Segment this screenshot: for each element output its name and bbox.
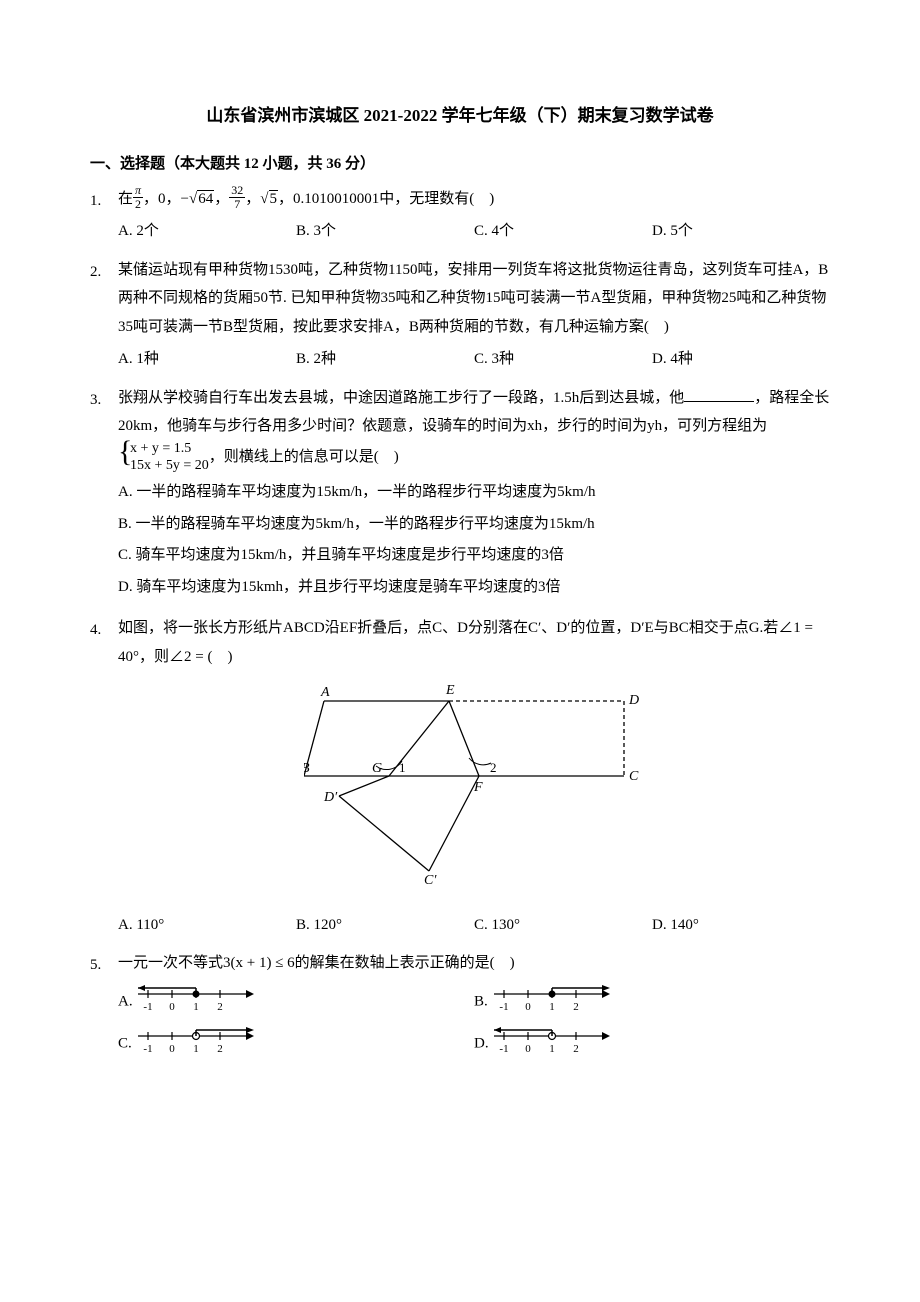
q5-options-row1: A. -1 0 1 2 B. -1 0 1 2 xyxy=(118,982,830,1023)
q4-label-a2: 2 xyxy=(490,760,497,775)
q1-stem: 在π2，0，−64，327，5，0.1010010001中，无理数有( ) xyxy=(118,185,830,214)
q4-label-D: D xyxy=(628,693,639,708)
q1-optB: B. 3个 xyxy=(296,217,474,246)
q5-nl-B: -1 0 1 2 xyxy=(492,982,612,1023)
q3-stem: 张翔从学校骑自行车出发去县城，中途因道路施工步行了一段路，1.5h后到达县城，他… xyxy=(118,384,830,475)
q1-optD: D. 5个 xyxy=(652,217,830,246)
question-5: 5. 一元一次不等式3(x + 1) ≤ 6的解集在数轴上表示正确的是( ) A… xyxy=(90,949,830,1065)
q5-optA: A. -1 0 1 2 xyxy=(118,982,474,1023)
q4-options: A. 110° B. 120° C. 130° D. 140° xyxy=(118,911,830,940)
q1-frac-pi2: π2 xyxy=(133,184,143,211)
svg-text:1: 1 xyxy=(193,1043,199,1054)
q1-frac-327: 327 xyxy=(229,184,245,211)
svg-text:1: 1 xyxy=(549,1001,555,1012)
svg-text:-1: -1 xyxy=(499,1001,508,1012)
q4-label-C: C xyxy=(629,769,639,784)
q4-optD: D. 140° xyxy=(652,911,830,940)
q3-sys-l1: x + y = 1.5 xyxy=(130,441,209,458)
svg-text:-1: -1 xyxy=(143,1043,152,1054)
q4-label-E: E xyxy=(445,683,455,698)
q3-optA: A. 一半的路程骑车平均速度为15km/h，一半的路程步行平均速度为5km/h xyxy=(118,478,830,507)
q5-nl-A: -1 0 1 2 xyxy=(136,982,256,1023)
q4-label-B: B xyxy=(304,761,310,776)
q4-label-Dp: D′ xyxy=(323,790,338,805)
q2-optA: A. 1种 xyxy=(118,345,296,374)
q3-p1: 张翔从学校骑自行车出发去县城，中途因道路施工步行了一段路，1.5h后到达县城，他 xyxy=(118,390,684,406)
q4-figure: A E D B G F C D′ C′ 1 2 xyxy=(118,681,830,897)
q5-optD-label: D. xyxy=(474,1036,489,1052)
svg-text:2: 2 xyxy=(218,1001,224,1012)
q1-sqrt64: 64 xyxy=(189,185,214,214)
q2-optC: C. 3种 xyxy=(474,345,652,374)
q2-stem: 某储运站现有甲种货物1530吨，乙种货物1150吨，安排用一列货车将这批货物运往… xyxy=(118,256,830,342)
q3-optD: D. 骑车平均速度为15kmh，并且步行平均速度是骑车平均速度的3倍 xyxy=(118,573,830,602)
q1-stem-suffix: 中，无理数有( ) xyxy=(379,191,494,207)
q4-optC: C. 130° xyxy=(474,911,652,940)
question-2: 2. 某储运站现有甲种货物1530吨，乙种货物1150吨，安排用一列货车将这批货… xyxy=(90,256,830,374)
q1-options: A. 2个 B. 3个 C. 4个 D. 5个 xyxy=(118,217,830,246)
q5-stem: 一元一次不等式3(x + 1) ≤ 6的解集在数轴上表示正确的是( ) xyxy=(118,949,830,978)
q5-optD: D. -1 0 1 2 xyxy=(474,1024,830,1065)
q1-optC: C. 4个 xyxy=(474,217,652,246)
svg-text:2: 2 xyxy=(574,1043,580,1054)
q3-system: x + y = 1.5 15x + 5y = 20 xyxy=(118,441,209,475)
q4-label-A: A xyxy=(320,685,330,700)
q5-nl-D: -1 0 1 2 xyxy=(492,1024,612,1065)
q4-svg: A E D B G F C D′ C′ 1 2 xyxy=(304,681,644,886)
q2-optB: B. 2种 xyxy=(296,345,474,374)
q4-label-a1: 1 xyxy=(399,760,406,775)
q3-options: A. 一半的路程骑车平均速度为15km/h，一半的路程步行平均速度为5km/h … xyxy=(118,478,830,601)
q3-sys-l2: 15x + 5y = 20 xyxy=(130,458,209,475)
q1-sqrt5: 5 xyxy=(260,185,278,214)
svg-text:-1: -1 xyxy=(144,1001,153,1012)
q4-label-G: G xyxy=(372,761,382,776)
question-3: 3. 张翔从学校骑自行车出发去县城，中途因道路施工步行了一段路，1.5h后到达县… xyxy=(90,384,830,605)
q4-optB: B. 120° xyxy=(296,911,474,940)
q4-number: 4. xyxy=(90,614,118,939)
svg-text:2: 2 xyxy=(217,1043,223,1054)
page-title: 山东省滨州市滨城区 2021-2022 学年七年级（下）期末复习数学试卷 xyxy=(90,100,830,132)
q3-optC: C. 骑车平均速度为15km/h，并且骑车平均速度是步行平均速度的3倍 xyxy=(118,541,830,570)
q2-number: 2. xyxy=(90,256,118,374)
svg-text:0: 0 xyxy=(170,1001,176,1012)
q2-optD: D. 4种 xyxy=(652,345,830,374)
q5-options-row2: C. -1 0 1 2 D. -1 0 1 2 xyxy=(118,1024,830,1065)
q4-optA: A. 110° xyxy=(118,911,296,940)
q3-number: 3. xyxy=(90,384,118,605)
question-4: 4. 如图，将一张长方形纸片ABCD沿EF折叠后，点C、D分别落在C′、D′的位… xyxy=(90,614,830,939)
section-header: 一、选择题（本大题共 12 小题，共 36 分） xyxy=(90,150,830,179)
q2-options: A. 1种 B. 2种 C. 3种 D. 4种 xyxy=(118,345,830,374)
question-1: 1. 在π2，0，−64，327，5，0.1010010001中，无理数有( )… xyxy=(90,185,830,246)
svg-text:1: 1 xyxy=(550,1043,556,1054)
q5-optC-label: C. xyxy=(118,1036,132,1052)
svg-text:0: 0 xyxy=(526,1043,532,1054)
q1-optA: A. 2个 xyxy=(118,217,296,246)
q5-optA-label: A. xyxy=(118,994,133,1010)
q4-label-F: F xyxy=(473,780,483,795)
svg-text:0: 0 xyxy=(525,1001,531,1012)
q1-number: 1. xyxy=(90,185,118,246)
svg-text:1: 1 xyxy=(194,1001,200,1012)
svg-text:-1: -1 xyxy=(500,1043,509,1054)
q5-optB-label: B. xyxy=(474,994,488,1010)
q1-stem-prefix: 在 xyxy=(118,191,133,207)
q3-blank xyxy=(684,388,754,402)
q3-p3: ，则横线上的信息可以是( ) xyxy=(209,449,399,465)
q3-optB: B. 一半的路程骑车平均速度为5km/h，一半的路程步行平均速度为15km/h xyxy=(118,510,830,539)
q4-label-Cp: C′ xyxy=(424,873,437,886)
q5-optB: B. -1 0 1 2 xyxy=(474,982,830,1023)
q4-stem: 如图，将一张长方形纸片ABCD沿EF折叠后，点C、D分别落在C′、D′的位置，D… xyxy=(118,614,830,671)
q5-optC: C. -1 0 1 2 xyxy=(118,1024,474,1065)
q5-nl-C: -1 0 1 2 xyxy=(136,1024,256,1065)
svg-text:2: 2 xyxy=(573,1001,579,1012)
svg-text:0: 0 xyxy=(169,1043,175,1054)
q5-number: 5. xyxy=(90,949,118,1065)
